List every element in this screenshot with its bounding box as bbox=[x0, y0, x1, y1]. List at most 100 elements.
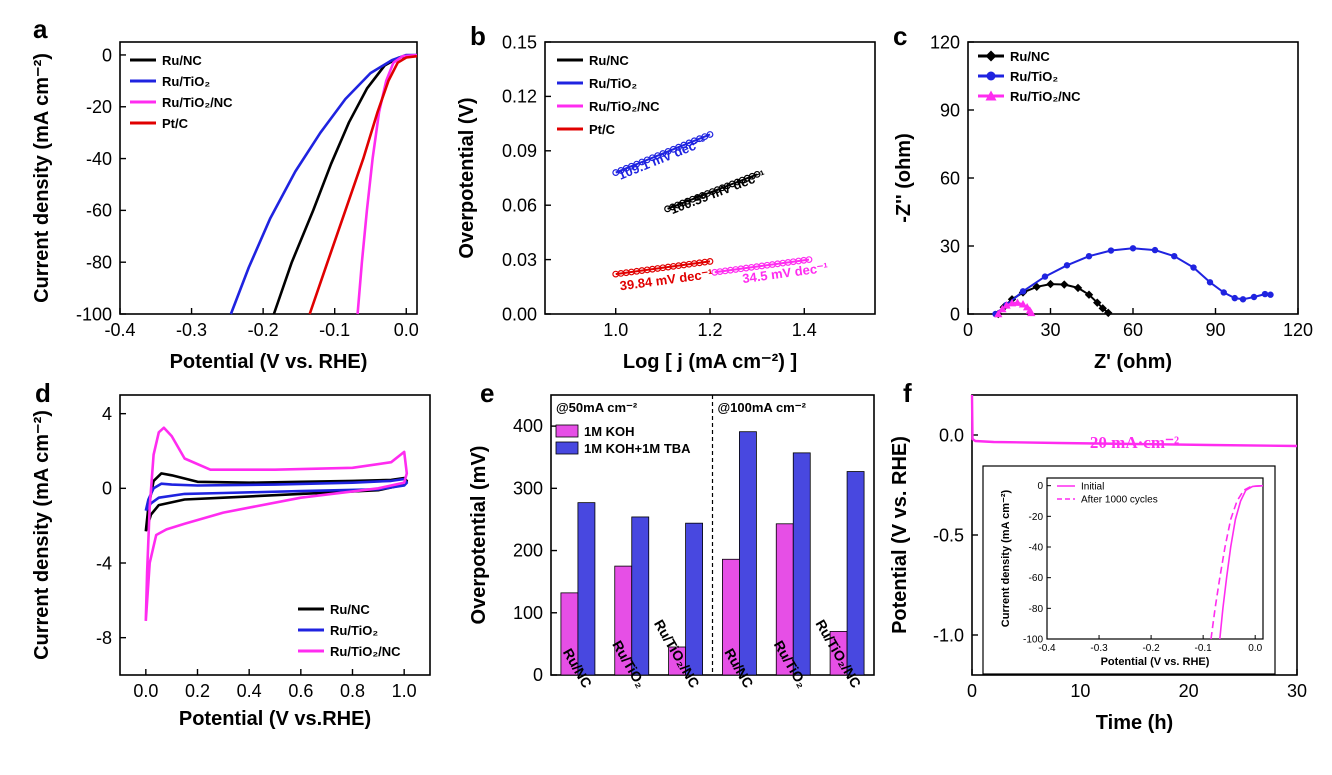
x-tick-label-b: 1.2 bbox=[697, 320, 722, 340]
x-tick-label-f: 10 bbox=[1070, 681, 1090, 701]
x-axis-title-c: Z' (ohm) bbox=[1094, 351, 1172, 373]
fit-line-b-1 bbox=[615, 133, 711, 174]
x-tick-label-c: 120 bbox=[1283, 320, 1313, 340]
plot-frame-d bbox=[119, 394, 431, 676]
data-point-c-0 bbox=[1093, 298, 1102, 307]
legend-entry-a: Ru/TiO₂/NC bbox=[162, 95, 233, 110]
legend-swatch-e bbox=[555, 424, 579, 438]
y-tick-label-b: 0.06 bbox=[502, 196, 537, 216]
y-tick-label-f: 0.0 bbox=[939, 425, 964, 445]
data-point-c-1 bbox=[1267, 291, 1274, 298]
inset-x-tick-label: 0.0 bbox=[1248, 643, 1262, 654]
inset-y-tick-label: -100 bbox=[1023, 635, 1043, 646]
legend-entry-c: Ru/TiO₂/NC bbox=[1010, 89, 1081, 104]
inset-series-line-1 bbox=[1210, 484, 1264, 640]
data-point-c-0 bbox=[1084, 290, 1094, 299]
inset-y-tick-label: 0 bbox=[1037, 481, 1043, 492]
series-line-c-1 bbox=[994, 247, 1271, 315]
inset-x-axis-title: Potential (V vs. RHE) bbox=[1101, 656, 1210, 668]
x-tick-label-c: 30 bbox=[1040, 320, 1060, 340]
inset-x-tick-label: -0.2 bbox=[1142, 643, 1160, 654]
slope-annotation-b-1: 109.1 mV dec⁻¹ bbox=[616, 134, 708, 183]
y-tick-label-b: 0.03 bbox=[502, 250, 537, 270]
legend-entry-e: 1M KOH+1M TBA bbox=[584, 441, 691, 456]
inset-x-tick-label: -0.3 bbox=[1090, 643, 1108, 654]
legend-marker-c bbox=[985, 90, 997, 101]
data-point-c-1 bbox=[1107, 247, 1115, 254]
panel-letter-c: c bbox=[893, 21, 907, 51]
x-tick-label-d: 0.6 bbox=[288, 681, 313, 701]
y-axis-title-c: -Z'' (ohm) bbox=[893, 133, 915, 222]
legend-entry-d: Ru/NC bbox=[330, 602, 370, 617]
panel-letter-f: f bbox=[903, 378, 912, 408]
legend-entry-b: Ru/NC bbox=[589, 53, 629, 68]
y-axis-title-d: Current density (mA cm⁻²) bbox=[31, 410, 53, 660]
y-tick-label-d: -4 bbox=[96, 553, 112, 573]
legend-entry-b: Ru/TiO₂/NC bbox=[589, 99, 660, 114]
y-tick-label-d: 4 bbox=[102, 404, 112, 424]
x-tick-label-f: 20 bbox=[1179, 681, 1199, 701]
inset-y-axis-title: Current density (mA cm⁻²) bbox=[1000, 489, 1012, 627]
inset-x-tick-label: -0.4 bbox=[1038, 643, 1056, 654]
inset-y-tick-label: -60 bbox=[1029, 573, 1044, 584]
bar-e-1 bbox=[631, 516, 650, 676]
data-point-c-1 bbox=[1261, 290, 1269, 298]
legend-entry-d: Ru/TiO₂/NC bbox=[330, 644, 401, 659]
y-tick-label-c: 0 bbox=[950, 304, 960, 324]
y-tick-label-a: -40 bbox=[86, 149, 112, 169]
legend-entry-a: Ru/TiO₂ bbox=[162, 74, 210, 89]
x-tick-label-a: -0.2 bbox=[248, 320, 279, 340]
x-tick-label-a: 0.0 bbox=[394, 320, 419, 340]
x-axis-title-b: Log [ j (mA cm⁻²) ] bbox=[623, 351, 797, 373]
y-tick-label-a: -100 bbox=[76, 304, 112, 324]
data-point-c-2 bbox=[994, 309, 1003, 318]
data-point-c-1 bbox=[1151, 246, 1159, 254]
x-axis-title-d: Potential (V vs.RHE) bbox=[179, 708, 371, 730]
y-tick-label-e: 0 bbox=[533, 665, 543, 685]
panel-a: -0.4 -0.3 -0.2 -0.1 0.0 0 -20 -40 -60 -80 -100 Pote… bbox=[31, 41, 419, 373]
y-tick-label-b: 0.12 bbox=[502, 87, 537, 107]
x-tick-label-d: 0.8 bbox=[340, 681, 365, 701]
y-tick-label-c: 60 bbox=[940, 168, 960, 188]
inset-legend-entry: After 1000 cycles bbox=[1081, 495, 1158, 506]
y-tick-label-f: -1.0 bbox=[933, 625, 964, 645]
y-tick-label-a: -20 bbox=[86, 97, 112, 117]
data-point-b-3 bbox=[706, 258, 714, 265]
data-point-c-0 bbox=[1098, 304, 1107, 313]
panel-letter-b: b bbox=[470, 21, 486, 51]
y-tick-label-a: -60 bbox=[86, 201, 112, 221]
x-tick-label-f: 30 bbox=[1287, 681, 1307, 701]
legend-entry-a: Ru/NC bbox=[162, 53, 202, 68]
data-point-c-1 bbox=[1085, 253, 1093, 260]
x-tick-label-d: 0.4 bbox=[237, 681, 262, 701]
legend-entry-c: Ru/TiO₂ bbox=[1010, 69, 1058, 84]
data-point-c-1 bbox=[1019, 288, 1027, 295]
x-tick-label-b: 1.4 bbox=[792, 320, 817, 340]
legend-swatch-e bbox=[555, 441, 579, 455]
y-tick-label-b: 0.00 bbox=[502, 304, 537, 324]
inset-legend-entry: Initial bbox=[1081, 482, 1104, 493]
bar-e-1 bbox=[846, 471, 865, 676]
data-point-c-2 bbox=[1002, 301, 1011, 309]
inset-f: -0.4 -0.3 -0.2 -0.1 0.0 0 -20 -40 -60 -80 -100 Pote… bbox=[982, 465, 1276, 675]
series-line-d-2 bbox=[144, 426, 409, 621]
data-point-c-2 bbox=[1013, 298, 1022, 306]
slope-annotation-b-0: 100.59 mV dec⁻¹ bbox=[668, 167, 767, 217]
y-tick-label-e: 200 bbox=[513, 541, 543, 561]
data-point-c-1 bbox=[1206, 279, 1214, 286]
y-tick-label-e: 400 bbox=[513, 416, 543, 436]
y-tick-label-a: 0 bbox=[102, 45, 112, 65]
data-point-c-1 bbox=[1250, 293, 1258, 301]
series-line-a-3 bbox=[308, 54, 418, 315]
x-tick-label-a: -0.1 bbox=[319, 320, 350, 340]
panel-c: 0 30 60 90 120 0 30 60 90 120 Z' (ohm) -Z'' (ohm) Ru… bbox=[893, 32, 1313, 373]
series-line-a-0 bbox=[272, 53, 418, 315]
data-point-b-1 bbox=[706, 131, 714, 138]
data-point-c-1 bbox=[1129, 245, 1137, 252]
x-tick-label-a: -0.4 bbox=[104, 320, 135, 340]
fit-line-b-0 bbox=[667, 173, 758, 210]
inset-y-tick-label: -40 bbox=[1029, 543, 1044, 554]
x-tick-label-f: 0 bbox=[967, 681, 977, 701]
data-point-c-2 bbox=[1027, 308, 1036, 317]
legend-entry-a: Pt/C bbox=[162, 116, 189, 131]
